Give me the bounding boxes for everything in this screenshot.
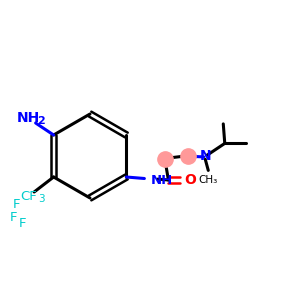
Text: F: F xyxy=(9,211,17,224)
Text: 3: 3 xyxy=(39,194,45,204)
Text: 2: 2 xyxy=(37,116,45,126)
Text: F: F xyxy=(12,197,20,211)
Text: F: F xyxy=(18,217,26,230)
Text: CH₃: CH₃ xyxy=(199,175,218,185)
Text: NH: NH xyxy=(16,112,40,125)
Text: NH: NH xyxy=(150,173,172,187)
Text: CF: CF xyxy=(20,190,37,203)
Text: O: O xyxy=(184,173,196,187)
Text: N: N xyxy=(200,149,211,163)
